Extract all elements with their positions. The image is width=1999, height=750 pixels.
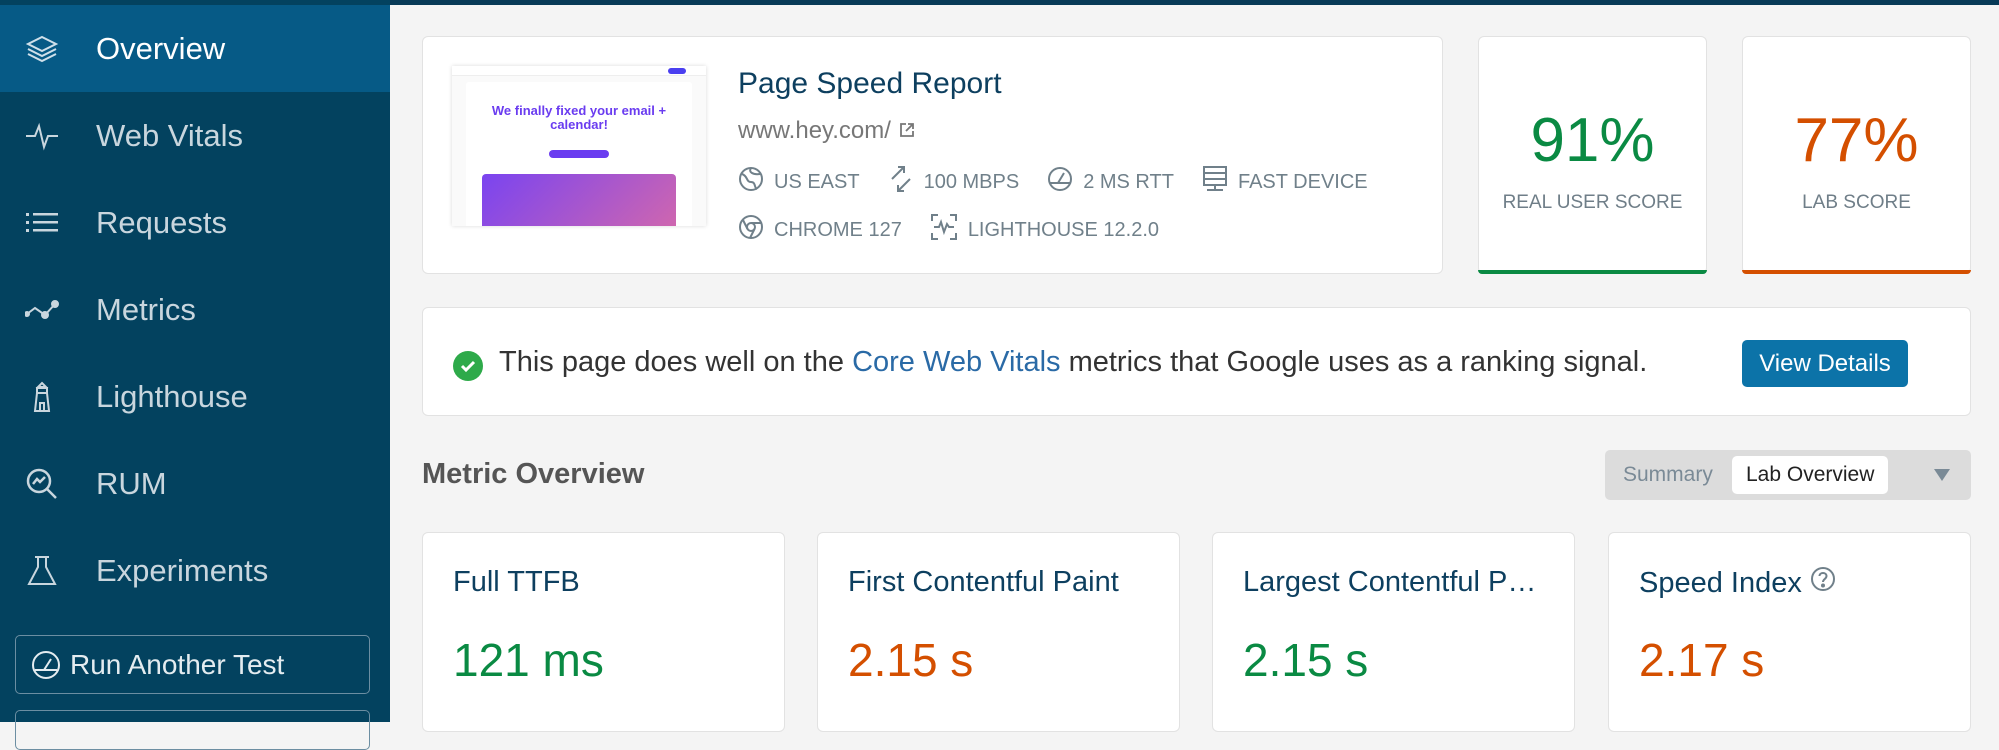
gauge-icon bbox=[1047, 166, 1073, 198]
banner-message: This page does well on the Core Web Vita… bbox=[499, 346, 1647, 379]
view-details-button[interactable]: View Details bbox=[1742, 340, 1908, 387]
sidebar-item-label: Experiments bbox=[96, 552, 269, 588]
sidebar-item-label: Requests bbox=[96, 204, 227, 240]
search-chart-icon bbox=[22, 464, 62, 504]
list-icon bbox=[22, 203, 62, 243]
meta-label: CHROME 127 bbox=[774, 218, 902, 241]
page-speed-report-card: We finally fixed your email + calendar! … bbox=[422, 36, 1443, 274]
sidebar-item-lighthouse[interactable]: Lighthouse bbox=[0, 353, 390, 440]
sidebar-item-rum[interactable]: RUM bbox=[0, 440, 390, 527]
run-another-test-button[interactable]: Run Another Test bbox=[15, 635, 370, 694]
lab-score-label: LAB SCORE bbox=[1802, 192, 1911, 213]
metric-card-speed-index[interactable]: Speed Index 2.17 s bbox=[1608, 532, 1971, 732]
meta-label: LIGHTHOUSE 12.2.0 bbox=[967, 218, 1159, 241]
metric-title: First Contentful Paint bbox=[848, 566, 1119, 598]
flask-icon bbox=[22, 551, 62, 591]
meta-device: FAST DEVICE bbox=[1202, 165, 1368, 199]
meta-location: US EAST bbox=[738, 165, 860, 199]
check-circle-icon bbox=[453, 351, 483, 381]
chrome-icon bbox=[738, 214, 764, 246]
metric-title-text: Largest Contentful Paint bbox=[1243, 566, 1538, 598]
sidebar-item-experiments[interactable]: Experiments bbox=[0, 527, 390, 614]
metric-title: Speed Index bbox=[1639, 566, 1836, 600]
real-user-score-card[interactable]: 91% REAL USER SCORE bbox=[1478, 36, 1707, 274]
metric-title-text: Speed Index bbox=[1639, 566, 1802, 599]
sidebar-item-label: Overview bbox=[96, 30, 226, 66]
meta-label: 2 MS RTT bbox=[1083, 170, 1174, 193]
meta-rtt: 2 MS RTT bbox=[1047, 165, 1174, 199]
lab-score-value: 77% bbox=[1794, 106, 1919, 175]
metric-value: 2.15 s bbox=[848, 634, 974, 686]
external-link-icon bbox=[899, 117, 915, 145]
metric-value: 2.15 s bbox=[1243, 634, 1369, 686]
sidebar-item-label: Metrics bbox=[96, 291, 196, 327]
thumbnail-headline: We finally fixed your email + calendar! bbox=[491, 103, 667, 132]
sidebar-item-overview[interactable]: Overview bbox=[0, 5, 390, 92]
sidebar: Overview Web Vitals Requests Metrics Lig… bbox=[0, 0, 390, 750]
pulse-icon bbox=[22, 116, 62, 156]
banner-text: This page does well on the bbox=[499, 346, 853, 378]
sidebar-item-label: RUM bbox=[96, 465, 167, 501]
metric-overview-heading: Metric Overview bbox=[422, 458, 645, 490]
meta-bandwidth: 100 MBPS bbox=[888, 165, 1020, 199]
gauge-icon bbox=[30, 650, 62, 680]
sidebar-secondary-button[interactable] bbox=[15, 710, 370, 750]
toggle-summary[interactable]: Summary bbox=[1623, 463, 1713, 486]
sidebar-item-requests[interactable]: Requests bbox=[0, 179, 390, 266]
sidebar-item-metrics[interactable]: Metrics bbox=[0, 266, 390, 353]
page-screenshot-thumbnail[interactable]: We finally fixed your email + calendar! bbox=[452, 66, 706, 226]
score-bar bbox=[1742, 270, 1971, 274]
score-bar bbox=[1478, 270, 1707, 274]
page-title: Page Speed Report bbox=[738, 67, 1002, 100]
tested-url-link[interactable]: www.hey.com/ bbox=[738, 117, 915, 145]
metric-value: 2.17 s bbox=[1639, 634, 1765, 686]
view-toggle: Summary Lab Overview bbox=[1605, 450, 1971, 500]
layers-icon bbox=[22, 29, 62, 69]
globe-icon bbox=[738, 166, 764, 198]
metric-title: Full TTFB bbox=[453, 566, 580, 598]
lighthouse-scan-icon bbox=[930, 213, 958, 247]
toggle-lab-overview[interactable]: Lab Overview bbox=[1732, 456, 1889, 494]
help-icon[interactable] bbox=[1810, 566, 1836, 600]
meta-label: US EAST bbox=[774, 170, 860, 193]
metric-card-fcp[interactable]: First Contentful Paint 2.15 s bbox=[817, 532, 1180, 732]
meta-label: 100 MBPS bbox=[923, 170, 1020, 193]
sidebar-item-web-vitals[interactable]: Web Vitals bbox=[0, 92, 390, 179]
lighthouse-icon bbox=[22, 377, 62, 417]
real-user-score-label: REAL USER SCORE bbox=[1502, 192, 1683, 213]
core-web-vitals-link[interactable]: Core Web Vitals bbox=[852, 346, 1061, 378]
metric-card-lcp[interactable]: Largest Contentful Paint 2.15 s bbox=[1212, 532, 1575, 732]
meta-browser: CHROME 127 bbox=[738, 213, 902, 247]
metric-title: Largest Contentful Paint bbox=[1243, 566, 1538, 599]
meta-lighthouse: LIGHTHOUSE 12.2.0 bbox=[930, 213, 1159, 247]
top-bar bbox=[0, 0, 1999, 5]
meta-label: FAST DEVICE bbox=[1237, 170, 1368, 193]
banner-text: metrics that Google uses as a ranking si… bbox=[1060, 346, 1648, 378]
real-user-score-value: 91% bbox=[1530, 106, 1655, 175]
sidebar-item-label: Web Vitals bbox=[96, 117, 244, 153]
core-web-vitals-banner: This page does well on the Core Web Vita… bbox=[422, 307, 1971, 416]
tested-url: www.hey.com/ bbox=[738, 117, 891, 144]
bandwidth-icon bbox=[888, 165, 914, 199]
line-chart-icon bbox=[22, 290, 62, 330]
metric-value: 121 ms bbox=[453, 634, 604, 686]
metric-card-full-ttfb[interactable]: Full TTFB 121 ms bbox=[422, 532, 785, 732]
sidebar-item-label: Lighthouse bbox=[96, 378, 248, 414]
server-icon bbox=[1202, 165, 1228, 199]
run-another-test-label: Run Another Test bbox=[70, 648, 285, 680]
lab-score-card[interactable]: 77% LAB SCORE bbox=[1742, 36, 1971, 274]
chevron-down-icon[interactable] bbox=[1933, 468, 1951, 487]
